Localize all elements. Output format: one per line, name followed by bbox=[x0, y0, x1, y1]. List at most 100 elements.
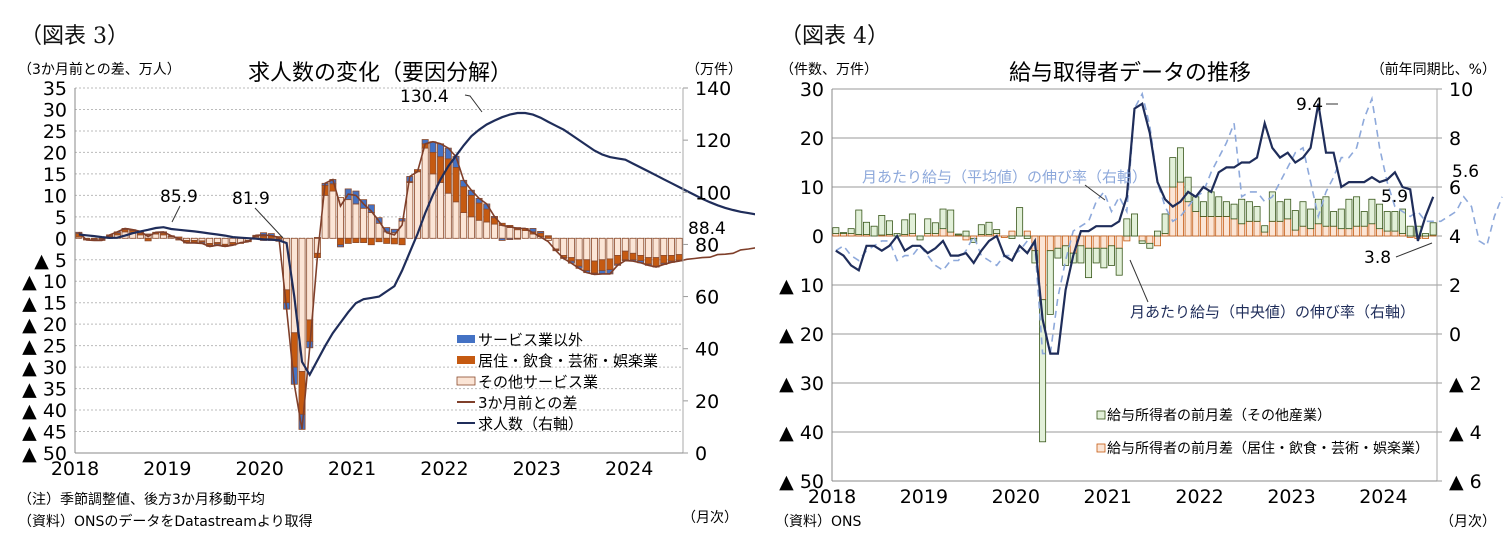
bar bbox=[1422, 235, 1429, 239]
bar bbox=[1077, 245, 1085, 264]
y-left-tick-label: ▲ 25 bbox=[22, 336, 67, 358]
legend-swatch bbox=[457, 335, 475, 343]
bar bbox=[483, 208, 491, 223]
bar bbox=[352, 237, 360, 243]
bar bbox=[360, 207, 368, 239]
series-line bbox=[835, 101, 1435, 355]
bar bbox=[1077, 235, 1085, 247]
bar bbox=[652, 257, 660, 267]
y-left-tick-label: 5 bbox=[55, 207, 67, 229]
bar bbox=[1230, 218, 1238, 237]
bar bbox=[1268, 220, 1276, 237]
bar bbox=[1337, 208, 1345, 230]
legend-label: サービス業以外 bbox=[478, 331, 583, 349]
bar bbox=[1330, 225, 1338, 237]
bar bbox=[1299, 225, 1307, 237]
bar bbox=[931, 222, 939, 234]
bar bbox=[583, 237, 591, 261]
bar bbox=[360, 237, 368, 243]
y-left-tick-label: ▲ 50 bbox=[22, 443, 67, 465]
leader-line bbox=[1129, 259, 1149, 303]
bar bbox=[591, 260, 598, 274]
y-right-tick-label: ▲ 6 bbox=[1449, 471, 1482, 493]
bar bbox=[1353, 225, 1361, 237]
y-left-tick-label: 10 bbox=[43, 185, 67, 207]
bar bbox=[1261, 225, 1269, 233]
y-left-tick-label: 30 bbox=[800, 79, 824, 101]
bar bbox=[947, 231, 955, 237]
leader-line bbox=[254, 207, 284, 239]
bar bbox=[1108, 245, 1115, 266]
bar bbox=[467, 216, 475, 239]
bar bbox=[1199, 201, 1207, 217]
bar bbox=[313, 237, 321, 239]
bar bbox=[1184, 201, 1192, 237]
bar bbox=[977, 234, 985, 237]
bar bbox=[1414, 235, 1422, 239]
bar bbox=[629, 252, 637, 261]
bar bbox=[832, 227, 840, 234]
bar bbox=[475, 202, 483, 221]
bar bbox=[1016, 207, 1024, 237]
bar bbox=[1146, 242, 1154, 249]
bar bbox=[1337, 228, 1345, 237]
bar bbox=[855, 209, 863, 235]
bar bbox=[1261, 231, 1269, 237]
bar bbox=[1161, 213, 1169, 234]
bar bbox=[962, 230, 970, 237]
bar bbox=[847, 228, 855, 234]
bar bbox=[1268, 191, 1276, 222]
y-right-tick-label: 80 bbox=[695, 234, 719, 256]
bar bbox=[390, 237, 398, 245]
bar bbox=[1069, 252, 1077, 264]
data-label: 3.8 bbox=[1364, 248, 1391, 268]
bar bbox=[931, 233, 939, 237]
bar bbox=[1406, 235, 1414, 238]
bar bbox=[916, 235, 924, 241]
bar bbox=[1100, 235, 1108, 249]
bar bbox=[429, 141, 437, 153]
legend-swatch bbox=[456, 376, 476, 386]
x-tick-label: 2018 bbox=[808, 486, 856, 508]
y-right-tick-label: 6 bbox=[1449, 177, 1461, 199]
data-label: 5.6 bbox=[1452, 162, 1479, 182]
bar bbox=[1039, 235, 1047, 301]
bar bbox=[614, 237, 622, 256]
bar bbox=[1429, 234, 1437, 237]
bar bbox=[855, 234, 863, 237]
bar bbox=[1192, 211, 1200, 237]
bar bbox=[444, 192, 452, 239]
x-tick-label: 2023 bbox=[1267, 486, 1315, 508]
bar bbox=[644, 257, 652, 265]
bar bbox=[506, 237, 514, 240]
y-right-tick-label: 40 bbox=[695, 339, 719, 361]
bar bbox=[537, 231, 545, 234]
bar bbox=[1207, 215, 1215, 237]
x-tick-label: 2024 bbox=[605, 458, 653, 480]
left-axis-label: （件数、万件） bbox=[780, 62, 878, 78]
bar bbox=[885, 234, 893, 237]
series-line bbox=[78, 111, 755, 378]
bar bbox=[1345, 198, 1353, 230]
bar bbox=[1000, 235, 1008, 238]
y-right-tick-label: 0 bbox=[695, 443, 707, 465]
y-left-tick-label: ▲ 30 bbox=[779, 373, 824, 395]
bar bbox=[213, 237, 221, 243]
legend-swatch bbox=[1096, 410, 1106, 420]
bar bbox=[1092, 235, 1100, 249]
bar bbox=[1383, 230, 1391, 237]
y-left-tick-label: ▲ 5 bbox=[34, 250, 67, 272]
y-right-tick-label: 0 bbox=[1449, 324, 1461, 346]
bar bbox=[1207, 191, 1215, 217]
y-left-tick-label: ▲ 50 bbox=[779, 471, 824, 493]
bar bbox=[1253, 220, 1261, 237]
bar bbox=[939, 208, 947, 230]
bar bbox=[1169, 157, 1177, 188]
bar bbox=[954, 234, 962, 237]
bar bbox=[1062, 235, 1070, 247]
bar bbox=[1100, 247, 1108, 269]
bar bbox=[329, 190, 337, 239]
bar bbox=[498, 237, 506, 241]
data-label: 81.9 bbox=[232, 189, 270, 209]
bar bbox=[352, 190, 360, 205]
